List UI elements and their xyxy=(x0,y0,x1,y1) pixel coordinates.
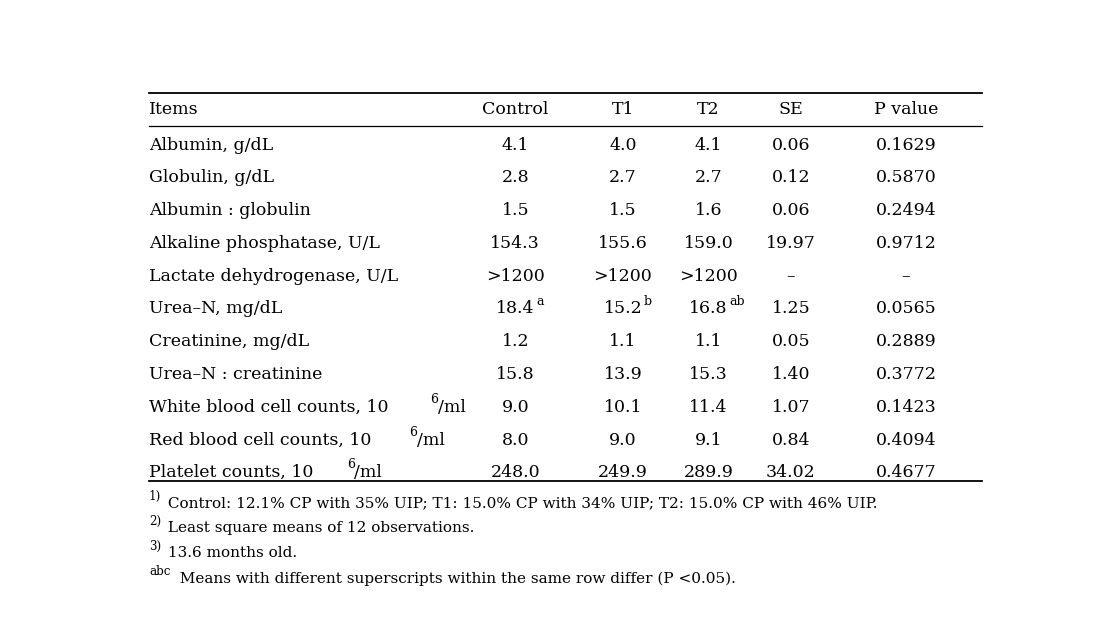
Text: 0.05: 0.05 xyxy=(772,333,811,350)
Text: 3): 3) xyxy=(149,540,161,553)
Text: 10.1: 10.1 xyxy=(603,399,642,416)
Text: 0.12: 0.12 xyxy=(772,169,811,187)
Text: 4.0: 4.0 xyxy=(609,136,636,153)
Text: 1.5: 1.5 xyxy=(609,202,636,219)
Text: 1.40: 1.40 xyxy=(772,366,811,383)
Text: Albumin : globulin: Albumin : globulin xyxy=(149,202,311,219)
Text: 1.25: 1.25 xyxy=(772,300,811,317)
Text: 15.8: 15.8 xyxy=(496,366,535,383)
Text: 9.0: 9.0 xyxy=(609,431,636,448)
Text: 9.0: 9.0 xyxy=(502,399,529,416)
Text: Items: Items xyxy=(149,101,199,118)
Text: 11.4: 11.4 xyxy=(689,399,728,416)
Text: >1200: >1200 xyxy=(593,268,652,285)
Text: 2.7: 2.7 xyxy=(695,169,722,187)
Text: T1: T1 xyxy=(612,101,634,118)
Text: Platelet counts, 10: Platelet counts, 10 xyxy=(149,464,313,481)
Text: 0.2494: 0.2494 xyxy=(876,202,936,219)
Text: P value: P value xyxy=(874,101,939,118)
Text: Albumin, g/dL: Albumin, g/dL xyxy=(149,136,274,153)
Text: 2): 2) xyxy=(149,515,161,528)
Text: 1.1: 1.1 xyxy=(695,333,722,350)
Text: 154.3: 154.3 xyxy=(491,235,540,252)
Text: 0.0565: 0.0565 xyxy=(876,300,936,317)
Text: 15.3: 15.3 xyxy=(689,366,728,383)
Text: 1.6: 1.6 xyxy=(695,202,722,219)
Text: T2: T2 xyxy=(697,101,720,118)
Text: 0.4677: 0.4677 xyxy=(876,464,936,481)
Text: 18.4: 18.4 xyxy=(496,300,535,317)
Text: 1.1: 1.1 xyxy=(609,333,636,350)
Text: a: a xyxy=(536,295,544,307)
Text: –: – xyxy=(901,268,910,285)
Text: 0.1629: 0.1629 xyxy=(876,136,936,153)
Text: Creatinine, mg/dL: Creatinine, mg/dL xyxy=(149,333,309,350)
Text: 6: 6 xyxy=(409,426,417,439)
Text: 4.1: 4.1 xyxy=(502,136,529,153)
Text: 6: 6 xyxy=(430,393,438,406)
Text: Globulin, g/dL: Globulin, g/dL xyxy=(149,169,274,187)
Text: 1.5: 1.5 xyxy=(502,202,529,219)
Text: /ml: /ml xyxy=(438,399,465,416)
Text: 0.06: 0.06 xyxy=(772,136,811,153)
Text: /ml: /ml xyxy=(417,431,445,448)
Text: 6: 6 xyxy=(347,458,355,471)
Text: 0.3772: 0.3772 xyxy=(876,366,936,383)
Text: 1.07: 1.07 xyxy=(772,399,811,416)
Text: 0.84: 0.84 xyxy=(772,431,811,448)
Text: Means with different superscripts within the same row differ (P <0.05).: Means with different superscripts within… xyxy=(171,571,737,585)
Text: Urea–N, mg/dL: Urea–N, mg/dL xyxy=(149,300,282,317)
Text: 13.6 months old.: 13.6 months old. xyxy=(163,546,298,560)
Text: 9.1: 9.1 xyxy=(695,431,722,448)
Text: Lactate dehydrogenase, U/L: Lactate dehydrogenase, U/L xyxy=(149,268,398,285)
Text: 4.1: 4.1 xyxy=(695,136,722,153)
Text: 15.2: 15.2 xyxy=(603,300,642,317)
Text: Least square means of 12 observations.: Least square means of 12 observations. xyxy=(163,521,474,535)
Text: 289.9: 289.9 xyxy=(684,464,733,481)
Text: 0.4094: 0.4094 xyxy=(876,431,936,448)
Text: 155.6: 155.6 xyxy=(598,235,647,252)
Text: 1): 1) xyxy=(149,490,161,503)
Text: 34.02: 34.02 xyxy=(767,464,816,481)
Text: 1.2: 1.2 xyxy=(502,333,529,350)
Text: >1200: >1200 xyxy=(486,268,545,285)
Text: 0.9712: 0.9712 xyxy=(876,235,936,252)
Text: 248.0: 248.0 xyxy=(491,464,540,481)
Text: 19.97: 19.97 xyxy=(765,235,816,252)
Text: b: b xyxy=(644,295,652,307)
Text: Red blood cell counts, 10: Red blood cell counts, 10 xyxy=(149,431,372,448)
Text: abc: abc xyxy=(149,565,170,578)
Text: /ml: /ml xyxy=(354,464,382,481)
Text: 2.7: 2.7 xyxy=(609,169,636,187)
Text: 159.0: 159.0 xyxy=(684,235,733,252)
Text: 0.1423: 0.1423 xyxy=(876,399,936,416)
Text: 13.9: 13.9 xyxy=(603,366,642,383)
Text: Control: Control xyxy=(482,101,548,118)
Text: 2.8: 2.8 xyxy=(502,169,529,187)
Text: White blood cell counts, 10: White blood cell counts, 10 xyxy=(149,399,388,416)
Text: ab: ab xyxy=(729,295,745,307)
Text: 0.5870: 0.5870 xyxy=(876,169,936,187)
Text: 249.9: 249.9 xyxy=(598,464,647,481)
Text: Control: 12.1% CP with 35% UIP; T1: 15.0% CP with 34% UIP; T2: 15.0% CP with 46%: Control: 12.1% CP with 35% UIP; T1: 15.0… xyxy=(163,496,878,510)
Text: 8.0: 8.0 xyxy=(502,431,529,448)
Text: 0.2889: 0.2889 xyxy=(876,333,936,350)
Text: –: – xyxy=(786,268,795,285)
Text: Alkaline phosphatase, U/L: Alkaline phosphatase, U/L xyxy=(149,235,379,252)
Text: SE: SE xyxy=(779,101,803,118)
Text: 0.06: 0.06 xyxy=(772,202,811,219)
Text: Urea–N : creatinine: Urea–N : creatinine xyxy=(149,366,322,383)
Text: >1200: >1200 xyxy=(679,268,738,285)
Text: 16.8: 16.8 xyxy=(689,300,728,317)
